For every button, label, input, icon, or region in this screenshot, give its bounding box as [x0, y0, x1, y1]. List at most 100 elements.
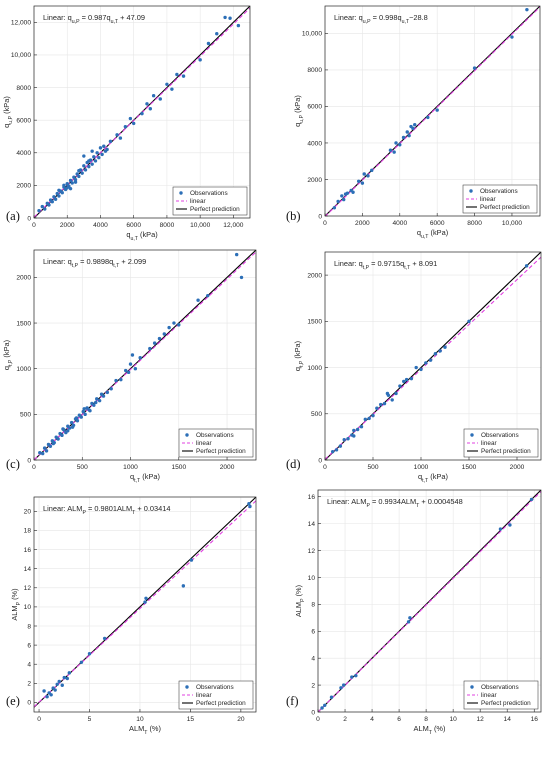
observation-point: [352, 434, 356, 438]
observation-point: [525, 7, 529, 12]
observation-point: [101, 394, 106, 398]
x-axis-label: qt,T (kPa): [130, 472, 160, 484]
x-axis-label: ALMT (%): [414, 724, 446, 736]
chart-panel-4: 0 500 1000 1500 2000 0 500 1000 1500 2000 qt,T (kP…: [286, 251, 542, 484]
observation-point: [165, 82, 169, 86]
y-tick-label: 12,000: [11, 20, 32, 27]
legend-box: [172, 186, 248, 216]
observation-point: [145, 102, 149, 106]
y-tick-label: 16: [308, 494, 316, 501]
legend-linear-label: linear: [481, 440, 498, 447]
observation-point: [45, 695, 49, 699]
observation-point: [433, 351, 438, 356]
observation-point: [92, 155, 96, 159]
x-tick-label: 500: [77, 464, 88, 471]
observation-point: [359, 425, 364, 429]
observation-point: [123, 124, 128, 129]
observation-point: [83, 168, 88, 172]
observation-point: [109, 387, 113, 391]
observation-point: [181, 584, 186, 588]
observation-point: [52, 195, 56, 199]
x-tick-label: 4: [370, 716, 374, 723]
observation-point: [82, 407, 86, 411]
observation-point: [130, 353, 135, 357]
observation-point: [363, 417, 368, 422]
observation-point: [98, 146, 103, 150]
x-tick-label: 14: [504, 716, 512, 723]
fit-equation: Linear: qt,P = 0.9898qt,T + 2.099: [43, 257, 146, 269]
x-tick-label: 5: [88, 716, 92, 723]
observation-point: [341, 197, 346, 202]
x-tick-label: 6: [397, 716, 401, 723]
observation-point: [138, 356, 142, 360]
observation-point: [206, 293, 210, 298]
observation-point: [128, 362, 133, 366]
observation-point: [72, 175, 76, 179]
legend-observations-marker: [185, 685, 189, 689]
y-tick-label: 6: [27, 642, 31, 649]
y-tick-label: 0: [311, 709, 315, 716]
legend-observations-label: Observations: [196, 684, 234, 691]
observation-point: [148, 346, 152, 351]
perfect-prediction-line: [34, 250, 256, 460]
observation-point: [350, 675, 354, 679]
x-tick-label: 16: [531, 716, 539, 723]
y-tick-label: 0: [318, 213, 322, 220]
observation-point: [108, 139, 113, 144]
observation-point: [62, 183, 66, 188]
observation-point: [339, 686, 343, 690]
y-tick-label: 8: [311, 602, 315, 609]
observation-point: [79, 415, 83, 419]
panel-label: (f): [286, 694, 299, 708]
legend-observations-marker: [185, 433, 189, 437]
observation-point: [114, 378, 118, 383]
observation-point: [394, 141, 398, 145]
observation-point: [44, 449, 49, 453]
fit-equation: Linear: qu,P = 0.987qu,T + 47.09: [43, 13, 145, 25]
x-tick-label: 0: [323, 464, 327, 471]
observation-point: [352, 428, 356, 433]
legend-observations-label: Observations: [196, 432, 234, 439]
observation-point: [248, 504, 252, 509]
observation-point: [90, 149, 94, 153]
observation-point: [51, 441, 56, 446]
observation-point: [50, 199, 54, 204]
x-tick-label: 6000: [430, 220, 445, 227]
observation-point: [435, 108, 439, 112]
observation-point: [87, 164, 91, 169]
observation-point: [95, 151, 99, 155]
legend-box: [178, 428, 254, 458]
observation-point: [67, 671, 72, 675]
chart-panel-5: 0 5 10 15 20 0 2 4 6 8 10 12 14 16 18 20 ALMT (%) ALMP (%…: [6, 496, 257, 736]
observation-point: [392, 150, 396, 154]
observation-point: [60, 683, 64, 687]
observation-point: [53, 197, 58, 201]
x-tick-label: 0: [37, 716, 41, 723]
y-tick-label: 10,000: [302, 31, 323, 38]
y-tick-label: 12: [24, 585, 32, 592]
observation-point: [524, 264, 529, 268]
observation-point: [413, 122, 417, 127]
legend-perfect-label: Perfect prediction: [190, 206, 240, 213]
observation-point: [57, 194, 61, 198]
x-tick-label: 10: [449, 716, 457, 723]
observation-point: [73, 177, 78, 182]
observation-point: [128, 116, 133, 121]
observation-point: [43, 207, 47, 211]
x-tick-label: 10: [136, 716, 144, 723]
observation-point: [65, 676, 70, 681]
observation-point: [382, 401, 387, 406]
x-tick-label: 0: [32, 222, 36, 229]
observation-point: [378, 402, 383, 407]
chart-panel-3: 0 500 1000 1500 2000 0 500 1000 1500 2000 qt,T (kP…: [2, 249, 257, 484]
legend-linear-label: linear: [196, 440, 213, 447]
observation-point: [40, 204, 45, 209]
observation-point: [375, 406, 379, 410]
observation-point: [131, 121, 136, 126]
y-tick-label: 4: [311, 655, 315, 662]
observation-point: [367, 416, 371, 421]
observation-point: [329, 695, 334, 699]
observation-point: [508, 523, 512, 527]
y-tick-label: 2: [311, 682, 315, 689]
